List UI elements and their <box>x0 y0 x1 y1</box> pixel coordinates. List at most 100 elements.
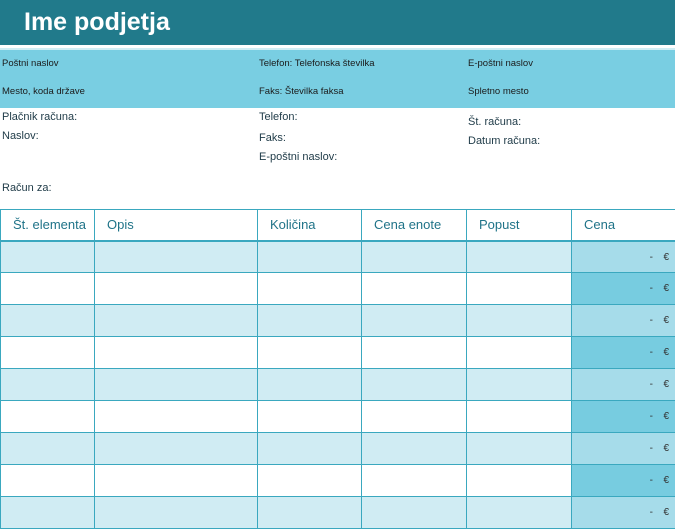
unit-price-cell[interactable] <box>362 369 467 401</box>
discount-cell[interactable] <box>467 465 572 497</box>
phone-label[interactable]: Telefon: <box>259 111 298 124</box>
currency-symbol: € <box>663 507 669 518</box>
column-header-discount[interactable]: Popust <box>467 210 572 241</box>
price-cell[interactable]: -€ <box>572 241 675 273</box>
discount-cell[interactable] <box>467 401 572 433</box>
description-cell[interactable] <box>95 369 258 401</box>
discount-cell[interactable] <box>467 497 572 529</box>
description-cell[interactable] <box>95 337 258 369</box>
discount-cell[interactable] <box>467 369 572 401</box>
discount-cell[interactable] <box>467 241 572 273</box>
discount-cell[interactable] <box>467 433 572 465</box>
quantity-cell[interactable] <box>258 369 362 401</box>
unit-price-cell[interactable] <box>362 465 467 497</box>
fax-label[interactable]: Faks: <box>259 132 286 145</box>
column-header-item-number[interactable]: Št. elementa <box>1 210 95 241</box>
item-number-cell[interactable] <box>1 465 95 497</box>
company-address[interactable]: Poštni naslov <box>2 58 59 70</box>
unit-price-cell[interactable] <box>362 273 467 305</box>
item-number-cell[interactable] <box>1 497 95 529</box>
currency-symbol: € <box>663 443 669 454</box>
item-number-cell[interactable] <box>1 369 95 401</box>
company-city-country[interactable]: Mesto, koda države <box>2 86 85 98</box>
price-cell[interactable]: -€ <box>572 433 675 465</box>
unit-price-cell[interactable] <box>362 497 467 529</box>
table-row: -€ <box>1 305 675 337</box>
table-row: -€ <box>1 241 675 273</box>
quantity-cell[interactable] <box>258 433 362 465</box>
description-cell[interactable] <box>95 401 258 433</box>
unit-price-cell[interactable] <box>362 401 467 433</box>
table-header-row: Št. elementa Opis Količina Cena enote Po… <box>1 210 675 241</box>
column-header-description[interactable]: Opis <box>95 210 258 241</box>
discount-cell[interactable] <box>467 273 572 305</box>
company-fax[interactable]: Faks: Številka faksa <box>259 86 343 98</box>
item-number-cell[interactable] <box>1 241 95 273</box>
description-cell[interactable] <box>95 433 258 465</box>
item-number-cell[interactable] <box>1 401 95 433</box>
table-row: -€ <box>1 273 675 305</box>
unit-price-cell[interactable] <box>362 433 467 465</box>
price-dash: - <box>650 379 653 390</box>
quantity-cell[interactable] <box>258 305 362 337</box>
quantity-cell[interactable] <box>258 337 362 369</box>
unit-price-cell[interactable] <box>362 305 467 337</box>
company-email[interactable]: E-poštni naslov <box>468 58 533 70</box>
table-row: -€ <box>1 369 675 401</box>
currency-symbol: € <box>663 411 669 422</box>
quantity-cell[interactable] <box>258 273 362 305</box>
currency-symbol: € <box>663 379 669 390</box>
invoice-number-label[interactable]: Št. računa: <box>468 116 521 129</box>
unit-price-cell[interactable] <box>362 337 467 369</box>
quantity-cell[interactable] <box>258 401 362 433</box>
price-cell[interactable]: -€ <box>572 305 675 337</box>
price-dash: - <box>650 283 653 294</box>
address-label[interactable]: Naslov: <box>2 130 39 143</box>
table-row: -€ <box>1 497 675 529</box>
item-number-cell[interactable] <box>1 305 95 337</box>
item-number-cell[interactable] <box>1 433 95 465</box>
price-cell[interactable]: -€ <box>572 369 675 401</box>
quantity-cell[interactable] <box>258 465 362 497</box>
email-label[interactable]: E-poštni naslov: <box>259 151 337 164</box>
currency-symbol: € <box>663 315 669 326</box>
currency-symbol: € <box>663 252 669 263</box>
company-name[interactable]: Ime podjetja <box>24 7 170 37</box>
payer-label[interactable]: Plačnik računa: <box>2 111 77 124</box>
description-cell[interactable] <box>95 273 258 305</box>
item-number-cell[interactable] <box>1 337 95 369</box>
table-row: -€ <box>1 433 675 465</box>
description-cell[interactable] <box>95 305 258 337</box>
quantity-cell[interactable] <box>258 241 362 273</box>
price-cell[interactable]: -€ <box>572 337 675 369</box>
quantity-cell[interactable] <box>258 497 362 529</box>
invoice-date-label[interactable]: Datum računa: <box>468 135 540 148</box>
company-info-band: Poštni naslov Mesto, koda države Telefon… <box>0 48 675 108</box>
invoice-header: Ime podjetja <box>0 0 675 45</box>
price-cell[interactable]: -€ <box>572 465 675 497</box>
description-cell[interactable] <box>95 465 258 497</box>
unit-price-cell[interactable] <box>362 241 467 273</box>
discount-cell[interactable] <box>467 305 572 337</box>
description-cell[interactable] <box>95 497 258 529</box>
bill-to-label[interactable]: Račun za: <box>2 182 52 195</box>
price-dash: - <box>650 411 653 422</box>
currency-symbol: € <box>663 475 669 486</box>
table-row: -€ <box>1 401 675 433</box>
company-phone[interactable]: Telefon: Telefonska številka <box>259 58 374 70</box>
price-cell[interactable]: -€ <box>572 497 675 529</box>
company-website[interactable]: Spletno mesto <box>468 86 529 98</box>
column-header-unit-price[interactable]: Cena enote <box>362 210 467 241</box>
price-cell[interactable]: -€ <box>572 273 675 305</box>
column-header-quantity[interactable]: Količina <box>258 210 362 241</box>
price-cell[interactable]: -€ <box>572 401 675 433</box>
line-items-table: Št. elementa Opis Količina Cena enote Po… <box>0 209 675 529</box>
description-cell[interactable] <box>95 241 258 273</box>
price-dash: - <box>650 315 653 326</box>
discount-cell[interactable] <box>467 337 572 369</box>
price-dash: - <box>650 252 653 263</box>
item-number-cell[interactable] <box>1 273 95 305</box>
price-dash: - <box>650 475 653 486</box>
column-header-price[interactable]: Cena <box>572 210 675 241</box>
table-row: -€ <box>1 465 675 497</box>
